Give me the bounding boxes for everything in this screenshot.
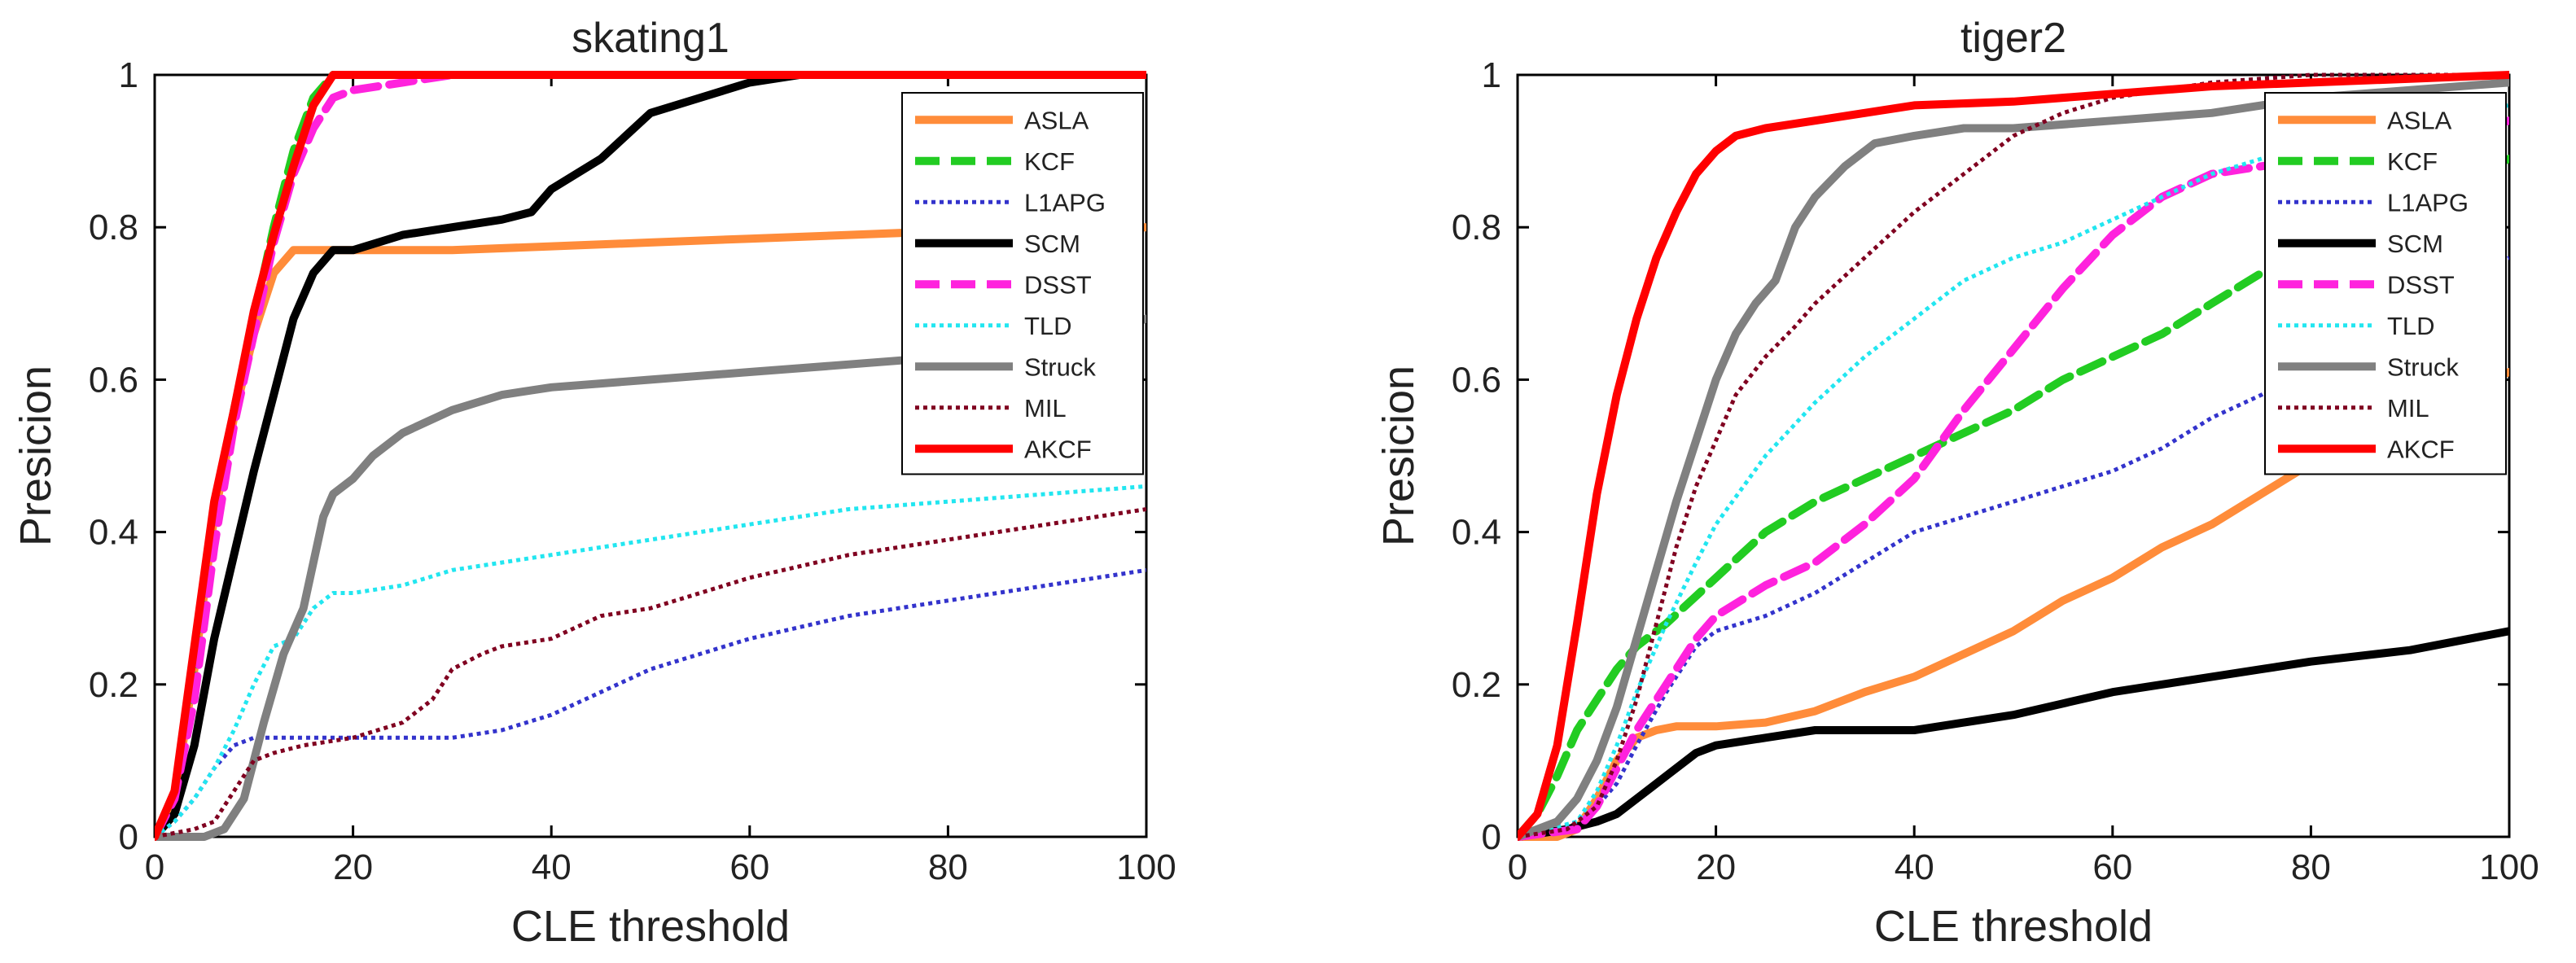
y-tick-label: 0	[1482, 817, 1501, 857]
y-tick-label: 1	[119, 55, 138, 95]
series-line-kcf	[1518, 155, 2509, 841]
series-line-akcf	[155, 71, 1146, 841]
x-tick-label: 20	[1696, 847, 1736, 887]
chart-title: skating1	[572, 15, 729, 62]
legend-label: ASLA	[1024, 106, 1089, 134]
series-line-dsst	[1518, 116, 2509, 841]
x-tick-label: 40	[1895, 847, 1934, 887]
x-tick-label: 0	[1508, 847, 1527, 887]
y-tick-label: 0.6	[89, 360, 138, 400]
legend-box	[2264, 92, 2507, 475]
series-line-scm	[155, 71, 1146, 841]
series-line-tld	[155, 484, 1146, 838]
legend-label: MIL	[2387, 394, 2429, 422]
legend-label: SCM	[1024, 230, 1080, 258]
series-line-l1apg	[1518, 256, 2509, 839]
chart-title: tiger2	[1960, 15, 2066, 62]
legend-label: MIL	[1024, 394, 1067, 422]
series-lines	[155, 71, 1146, 841]
series-line-struck	[1518, 78, 2509, 841]
legend-label: TLD	[1024, 312, 1072, 340]
legend-label: L1APG	[1024, 188, 1106, 217]
series-line-tld	[1518, 103, 2509, 839]
legend-box	[901, 92, 1144, 475]
y-tick-label: 0.4	[1452, 513, 1501, 553]
y-tick-label: 0.8	[89, 208, 138, 247]
x-tick-label: 60	[729, 847, 769, 887]
chart-tiger2: tiger2 0 20 40 60 80 100 0 0.2 0.4 0.6 0.8 1 CLE thre…	[1374, 15, 2539, 951]
legend-label: AKCF	[2387, 435, 2455, 463]
legend-label: AKCF	[1024, 435, 1092, 463]
y-axis-label: Presicion	[1374, 366, 1423, 546]
y-axis-label: Presicion	[11, 366, 60, 546]
legend-label: SCM	[2387, 230, 2443, 258]
x-axis-label: CLE threshold	[1874, 902, 2153, 951]
legend-label: Struck	[2387, 352, 2459, 381]
x-tick-label: 0	[145, 847, 164, 887]
series-line-akcf	[1518, 71, 2509, 841]
x-tick-label: 40	[532, 847, 572, 887]
legend: ASLA KCF L1APG SCM DSST TLD Struck MIL AKCF	[2264, 92, 2507, 475]
series-line-mil	[155, 507, 1146, 839]
y-tick-label: 0	[119, 817, 138, 857]
legend: ASLA KCF L1APG SCM DSST TLD Struck MIL AKCF	[901, 92, 1144, 475]
legend-label: KCF	[1024, 147, 1075, 176]
legend-label: KCF	[2387, 147, 2438, 176]
legend-label: TLD	[2387, 312, 2435, 340]
y-tick-label: 0.2	[1452, 665, 1501, 705]
y-tick-label: 0.6	[1452, 360, 1501, 400]
y-tick-label: 0.8	[1452, 208, 1501, 247]
legend-label: Struck	[1024, 352, 1096, 381]
x-tick-label: 60	[2092, 847, 2132, 887]
x-tick-label: 80	[2291, 847, 2331, 887]
x-tick-label: 80	[928, 847, 968, 887]
series-lines	[1518, 71, 2509, 841]
legend-label: ASLA	[2387, 106, 2452, 134]
y-tick-label: 0.4	[89, 513, 138, 553]
x-tick-label: 20	[333, 847, 373, 887]
x-tick-label: 100	[1116, 847, 1176, 887]
series-line-scm	[1518, 627, 2509, 841]
legend-label: L1APG	[2387, 188, 2469, 217]
legend-label: DSST	[1024, 270, 1092, 299]
y-tick-label: 0.2	[89, 665, 138, 705]
legend-label: DSST	[2387, 270, 2455, 299]
y-tick-label: 1	[1482, 55, 1501, 95]
x-tick-label: 100	[2479, 847, 2539, 887]
x-axis-label: CLE threshold	[511, 902, 790, 951]
series-line-struck	[155, 314, 1146, 841]
chart-skating1: skating1 0 20 40 60 80 100 0 0.2 0.4 0.6 0.8 1 CLE th…	[11, 15, 1176, 951]
